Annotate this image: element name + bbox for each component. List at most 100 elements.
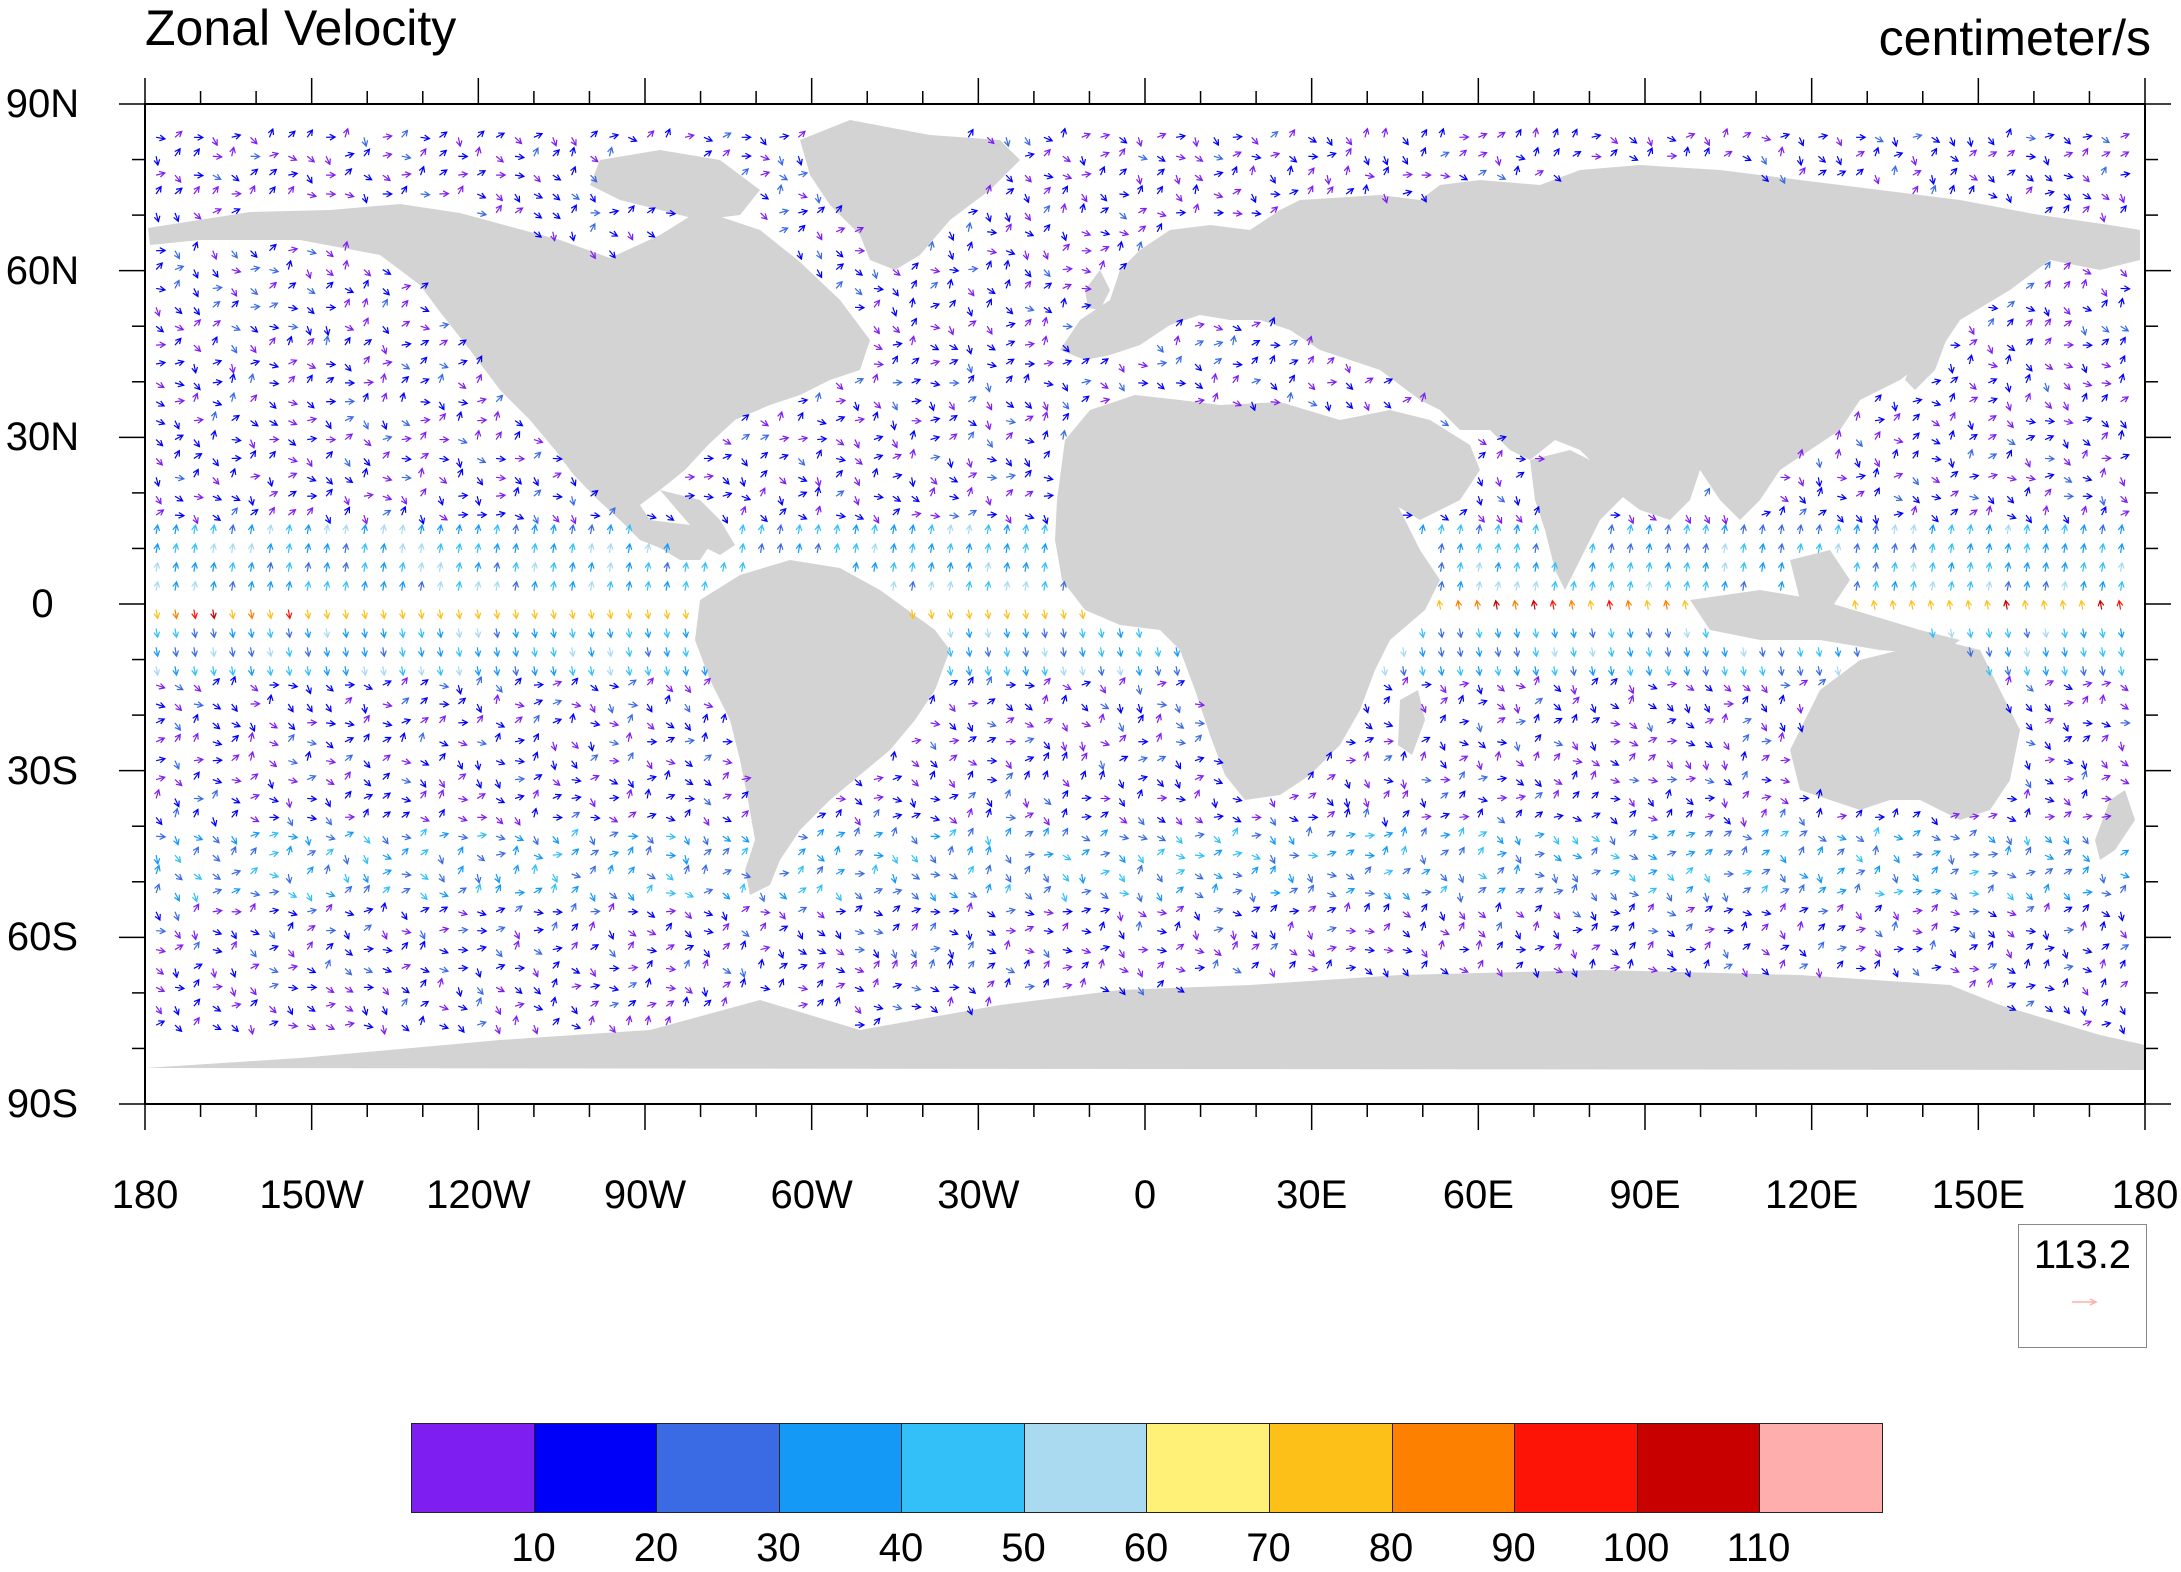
velocity-vector — [776, 183, 784, 195]
velocity-vector — [1931, 455, 1942, 463]
velocity-vector — [682, 666, 690, 677]
velocity-vector — [1024, 341, 1036, 348]
velocity-vector — [627, 846, 634, 856]
velocity-vector — [1364, 722, 1373, 730]
velocity-vector — [1667, 152, 1678, 160]
velocity-vector — [1648, 514, 1657, 521]
velocity-vector — [571, 983, 582, 990]
velocity-vector — [2061, 580, 2068, 591]
velocity-vector — [1856, 133, 1867, 141]
velocity-vector — [363, 733, 370, 743]
velocity-vector — [398, 580, 406, 591]
velocity-vector — [325, 986, 335, 994]
velocity-vector — [1194, 155, 1204, 162]
velocity-vector — [985, 260, 992, 270]
velocity-vector — [1512, 599, 1519, 610]
velocity-vector — [986, 439, 994, 449]
velocity-vector — [1418, 523, 1426, 535]
velocity-vector — [759, 922, 767, 931]
velocity-vector — [1798, 137, 1805, 147]
velocity-vector — [1969, 396, 1979, 403]
velocity-vector — [1780, 944, 1790, 951]
velocity-vector — [590, 774, 600, 781]
velocity-vector — [1610, 869, 1621, 876]
velocity-vector — [1402, 789, 1409, 799]
velocity-vector — [1742, 869, 1753, 877]
velocity-vector — [455, 580, 463, 591]
velocity-vector — [2004, 666, 2012, 677]
velocity-vector — [1987, 930, 1996, 939]
velocity-vector — [1494, 750, 1502, 761]
velocity-vector — [1931, 136, 1941, 143]
velocity-vector — [323, 523, 331, 535]
velocity-vector — [1402, 189, 1413, 197]
velocity-vector — [477, 511, 488, 519]
velocity-vector — [212, 185, 219, 195]
velocity-vector — [212, 739, 223, 747]
central-america — [660, 490, 735, 555]
velocity-vector — [174, 779, 183, 787]
velocity-vector — [268, 506, 276, 516]
velocity-vector — [514, 430, 521, 440]
velocity-vector — [1135, 628, 1143, 639]
velocity-vector — [1551, 580, 1558, 591]
velocity-vector — [571, 828, 579, 837]
velocity-vector — [417, 666, 425, 677]
velocity-vector — [835, 490, 845, 497]
velocity-vector — [1667, 681, 1678, 688]
velocity-vector — [738, 542, 746, 553]
velocity-vector — [380, 628, 387, 639]
velocity-vector — [1760, 155, 1767, 166]
velocity-vector-field — [153, 127, 2131, 1036]
velocity-vector — [266, 666, 274, 677]
velocity-vector — [571, 701, 582, 709]
velocity-vector — [1024, 401, 1033, 410]
velocity-vector — [533, 231, 543, 238]
velocity-vector — [1459, 680, 1470, 688]
velocity-vector — [231, 703, 238, 713]
velocity-vector — [1873, 146, 1880, 157]
velocity-vector — [587, 647, 595, 658]
velocity-vector — [1568, 599, 1576, 610]
velocity-vector — [1288, 960, 1296, 969]
velocity-vector — [1946, 599, 1954, 610]
velocity-vector — [2063, 458, 2071, 466]
velocity-vector — [646, 130, 655, 138]
velocity-vector — [2024, 807, 2031, 818]
velocity-vector — [663, 542, 671, 553]
velocity-vector — [646, 959, 653, 969]
velocity-vector — [2063, 906, 2073, 913]
velocity-vector — [665, 758, 676, 766]
velocity-vector — [1175, 722, 1185, 729]
velocity-vector — [1326, 185, 1334, 195]
velocity-vector — [1100, 207, 1110, 214]
velocity-vector — [1419, 392, 1427, 402]
velocity-vector — [1646, 722, 1653, 733]
velocity-vector — [495, 816, 504, 825]
velocity-vector — [1437, 647, 1445, 658]
velocity-vector — [1815, 477, 1823, 488]
velocity-vector — [1761, 909, 1772, 917]
velocity-vector — [1553, 835, 1560, 845]
velocity-vector — [1516, 946, 1527, 954]
velocity-vector — [1496, 968, 1503, 978]
velocity-vector — [853, 496, 860, 506]
velocity-vector — [250, 250, 258, 259]
velocity-vector — [438, 401, 445, 411]
velocity-vector — [1685, 866, 1694, 875]
velocity-vector — [306, 401, 315, 409]
velocity-vector — [1364, 736, 1375, 744]
velocity-vector — [1496, 514, 1503, 525]
velocity-vector — [288, 399, 299, 407]
velocity-vector — [287, 130, 296, 138]
velocity-vector — [1515, 154, 1526, 161]
velocity-vector — [1003, 609, 1011, 620]
velocity-vector — [2100, 505, 2107, 516]
velocity-vector — [174, 474, 186, 482]
velocity-vector — [1780, 854, 1787, 864]
velocity-vector — [589, 892, 596, 903]
velocity-vector — [1421, 960, 1428, 969]
velocity-vector — [191, 930, 199, 941]
velocity-vector — [703, 493, 715, 501]
velocity-vector — [1927, 599, 1935, 610]
